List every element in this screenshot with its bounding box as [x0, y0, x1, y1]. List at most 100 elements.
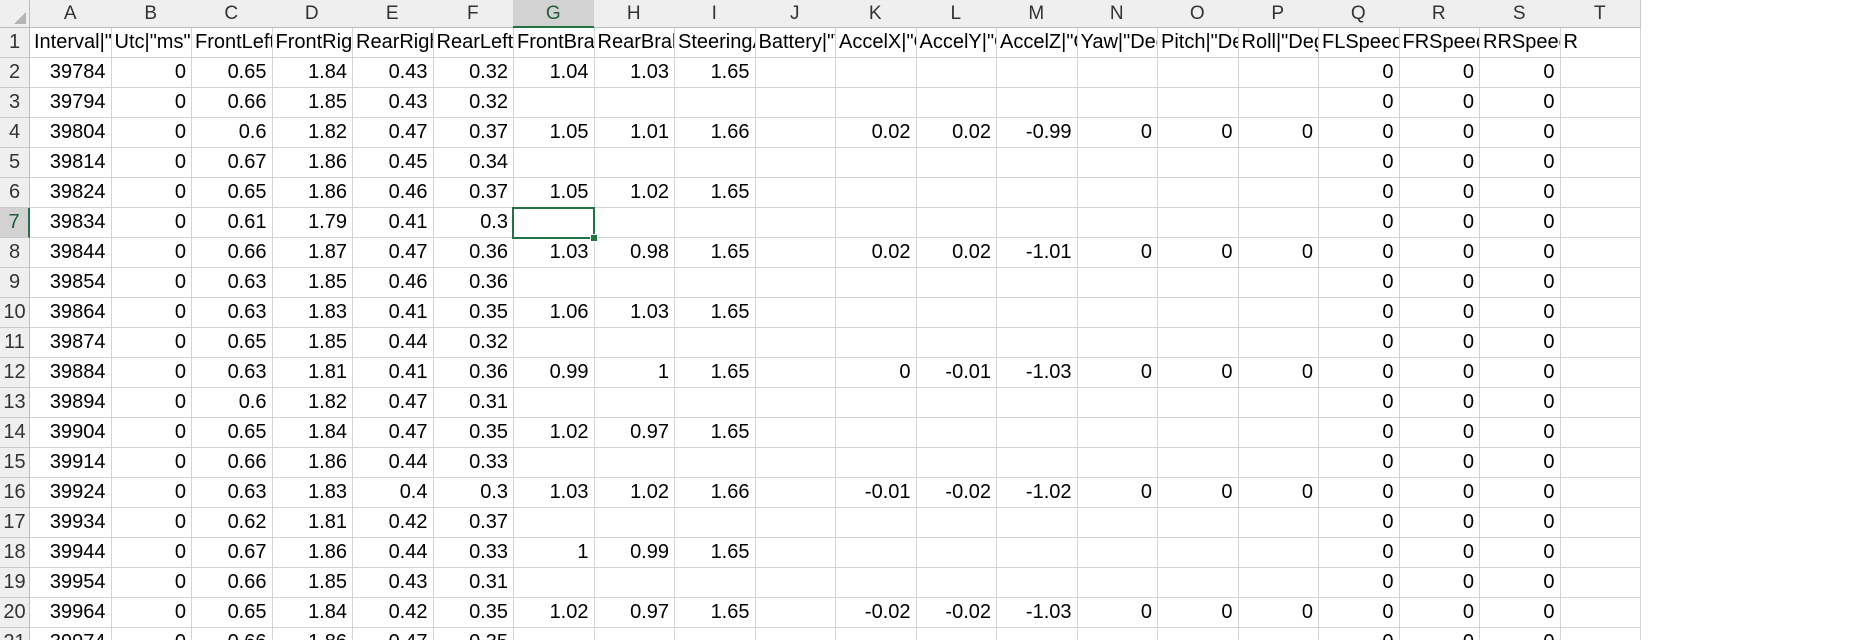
- cell-l17[interactable]: [915, 508, 997, 538]
- cell-j6[interactable]: [754, 178, 836, 208]
- cell-f4[interactable]: 0.37: [432, 118, 514, 148]
- cell-d5[interactable]: 1.86: [271, 148, 353, 178]
- cell-p16[interactable]: 0: [1237, 478, 1319, 508]
- cell-l13[interactable]: [915, 388, 997, 418]
- cell-t21[interactable]: [1560, 628, 1641, 640]
- cell-c5[interactable]: 0.67: [191, 148, 273, 178]
- cell-e2[interactable]: 0.43: [352, 58, 434, 88]
- cell-m9[interactable]: [996, 268, 1078, 298]
- cell-b17[interactable]: 0: [110, 508, 192, 538]
- row-header-15[interactable]: 15: [0, 448, 30, 478]
- cell-e13[interactable]: 0.47: [352, 388, 434, 418]
- cell-o16[interactable]: 0: [1157, 478, 1239, 508]
- column-header-b[interactable]: B: [110, 0, 192, 28]
- cell-e11[interactable]: 0.44: [352, 328, 434, 358]
- cell-d21[interactable]: 1.86: [272, 628, 353, 640]
- cell-j2[interactable]: [754, 58, 836, 88]
- cell-g8[interactable]: 1.03: [513, 238, 595, 268]
- cell-m4[interactable]: -0.99: [996, 118, 1078, 148]
- cell-p11[interactable]: [1237, 328, 1319, 358]
- row-header-9[interactable]: 9: [0, 268, 30, 298]
- cell-f19[interactable]: 0.31: [432, 568, 514, 598]
- cell-f15[interactable]: 0.33: [432, 448, 514, 478]
- column-header-q[interactable]: Q: [1318, 0, 1400, 28]
- cell-d13[interactable]: 1.82: [271, 388, 353, 418]
- cell-e8[interactable]: 0.47: [352, 238, 434, 268]
- cell-p9[interactable]: [1237, 268, 1319, 298]
- cell-m16[interactable]: -1.02: [996, 478, 1078, 508]
- cell-c3[interactable]: 0.66: [191, 88, 273, 118]
- cell-e9[interactable]: 0.46: [352, 268, 434, 298]
- cell-c21[interactable]: 0.66: [191, 628, 273, 640]
- cell-g10[interactable]: 1.06: [513, 298, 595, 328]
- cell-g14[interactable]: 1.02: [513, 418, 595, 448]
- cell-d3[interactable]: 1.85: [271, 88, 353, 118]
- cell-f16[interactable]: 0.3: [432, 478, 514, 508]
- cell-i10[interactable]: 1.65: [674, 298, 756, 328]
- cell-i14[interactable]: 1.65: [674, 418, 756, 448]
- cell-c4[interactable]: 0.6: [191, 118, 273, 148]
- column-header-k[interactable]: K: [835, 0, 917, 28]
- cell-s16[interactable]: 0: [1479, 478, 1561, 508]
- cell-a7[interactable]: 39834: [30, 208, 112, 238]
- cell-i20[interactable]: 1.65: [674, 598, 756, 628]
- cell-q4[interactable]: 0: [1318, 118, 1400, 148]
- cell-f5[interactable]: 0.34: [432, 148, 514, 178]
- cell-q18[interactable]: 0: [1318, 538, 1400, 568]
- cell-t17[interactable]: [1559, 508, 1641, 538]
- cell-l19[interactable]: [915, 568, 997, 598]
- cell-p5[interactable]: [1237, 148, 1319, 178]
- cell-p3[interactable]: [1237, 88, 1319, 118]
- row-header-11[interactable]: 11: [0, 328, 30, 358]
- cell-k7[interactable]: [835, 208, 917, 238]
- cell-g2[interactable]: 1.04: [513, 58, 595, 88]
- cell-n9[interactable]: [1076, 268, 1158, 298]
- cell-a20[interactable]: 39964: [30, 598, 112, 628]
- row-header-1[interactable]: 1: [0, 28, 30, 58]
- cell-i15[interactable]: [674, 448, 756, 478]
- header-cell-l[interactable]: AccelY|"G": [915, 28, 997, 58]
- cell-t3[interactable]: [1559, 88, 1641, 118]
- cell-p17[interactable]: [1237, 508, 1319, 538]
- column-header-t[interactable]: T: [1559, 0, 1641, 28]
- cell-g5[interactable]: [513, 148, 595, 178]
- cell-j7[interactable]: [754, 208, 836, 238]
- cell-o13[interactable]: [1157, 388, 1239, 418]
- cell-e17[interactable]: 0.42: [352, 508, 434, 538]
- cell-i18[interactable]: 1.65: [674, 538, 756, 568]
- cell-h2[interactable]: 1.03: [593, 58, 675, 88]
- row-header-2[interactable]: 2: [0, 58, 30, 88]
- row-header-5[interactable]: 5: [0, 148, 30, 178]
- cell-p4[interactable]: 0: [1237, 118, 1319, 148]
- cell-e12[interactable]: 0.41: [352, 358, 434, 388]
- cell-j11[interactable]: [754, 328, 836, 358]
- cell-g15[interactable]: [513, 448, 595, 478]
- cell-m14[interactable]: [996, 418, 1078, 448]
- cell-q12[interactable]: 0: [1318, 358, 1400, 388]
- cell-p2[interactable]: [1237, 58, 1319, 88]
- cell-s5[interactable]: 0: [1479, 148, 1561, 178]
- cell-a13[interactable]: 39894: [30, 388, 112, 418]
- cell-d14[interactable]: 1.84: [271, 418, 353, 448]
- cell-m12[interactable]: -1.03: [996, 358, 1078, 388]
- cell-i2[interactable]: 1.65: [674, 58, 756, 88]
- cell-f8[interactable]: 0.36: [432, 238, 514, 268]
- cell-n13[interactable]: [1076, 388, 1158, 418]
- cell-c12[interactable]: 0.63: [191, 358, 273, 388]
- cell-m21[interactable]: [996, 628, 1078, 640]
- cell-p12[interactable]: 0: [1237, 358, 1319, 388]
- cell-o20[interactable]: 0: [1157, 598, 1239, 628]
- cell-b11[interactable]: 0: [110, 328, 192, 358]
- cell-q9[interactable]: 0: [1318, 268, 1400, 298]
- cell-r9[interactable]: 0: [1398, 268, 1480, 298]
- cell-b7[interactable]: 0: [110, 208, 192, 238]
- cell-q11[interactable]: 0: [1318, 328, 1400, 358]
- row-header-16[interactable]: 16: [0, 478, 30, 508]
- cell-o8[interactable]: 0: [1157, 238, 1239, 268]
- cell-m13[interactable]: [996, 388, 1078, 418]
- cell-h12[interactable]: 1: [593, 358, 675, 388]
- cell-p19[interactable]: [1237, 568, 1319, 598]
- cell-g9[interactable]: [513, 268, 595, 298]
- cell-p10[interactable]: [1237, 298, 1319, 328]
- cell-d15[interactable]: 1.86: [271, 448, 353, 478]
